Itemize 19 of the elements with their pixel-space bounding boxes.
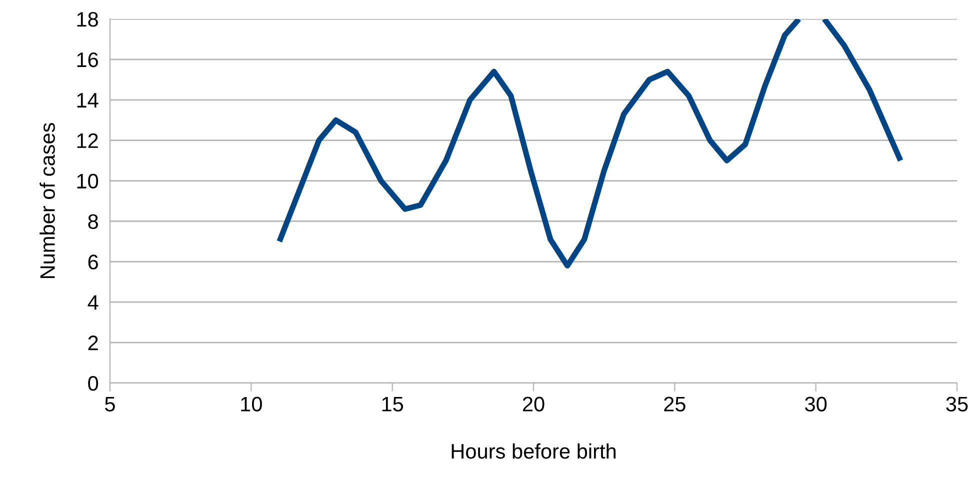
y-tick-label: 4 (88, 295, 98, 310)
y-axis-title: Number of cases (40, 123, 55, 278)
y-tick-label: 0 (88, 376, 98, 391)
y-tick-label: 14 (77, 93, 98, 108)
y-tick-label: 12 (77, 133, 98, 148)
y-tick-label: 6 (88, 254, 98, 270)
y-tick-label: 10 (77, 174, 98, 189)
x-tick-label: 5 (105, 396, 115, 412)
x-tick-label: 10 (241, 396, 262, 412)
y-tick-label: 16 (77, 52, 98, 68)
x-tick-label: 35 (946, 396, 968, 412)
x-tick-label: 15 (382, 396, 404, 412)
y-tick-label: 2 (88, 336, 98, 350)
x-tick-label: 30 (805, 396, 827, 412)
x-axis-title: Hours before birth (452, 443, 616, 459)
x-tick-label: 25 (664, 396, 686, 412)
x-tick-label: 20 (522, 396, 544, 412)
y-tick-label: 8 (88, 214, 98, 229)
y-tick-label: 18 (77, 12, 98, 27)
